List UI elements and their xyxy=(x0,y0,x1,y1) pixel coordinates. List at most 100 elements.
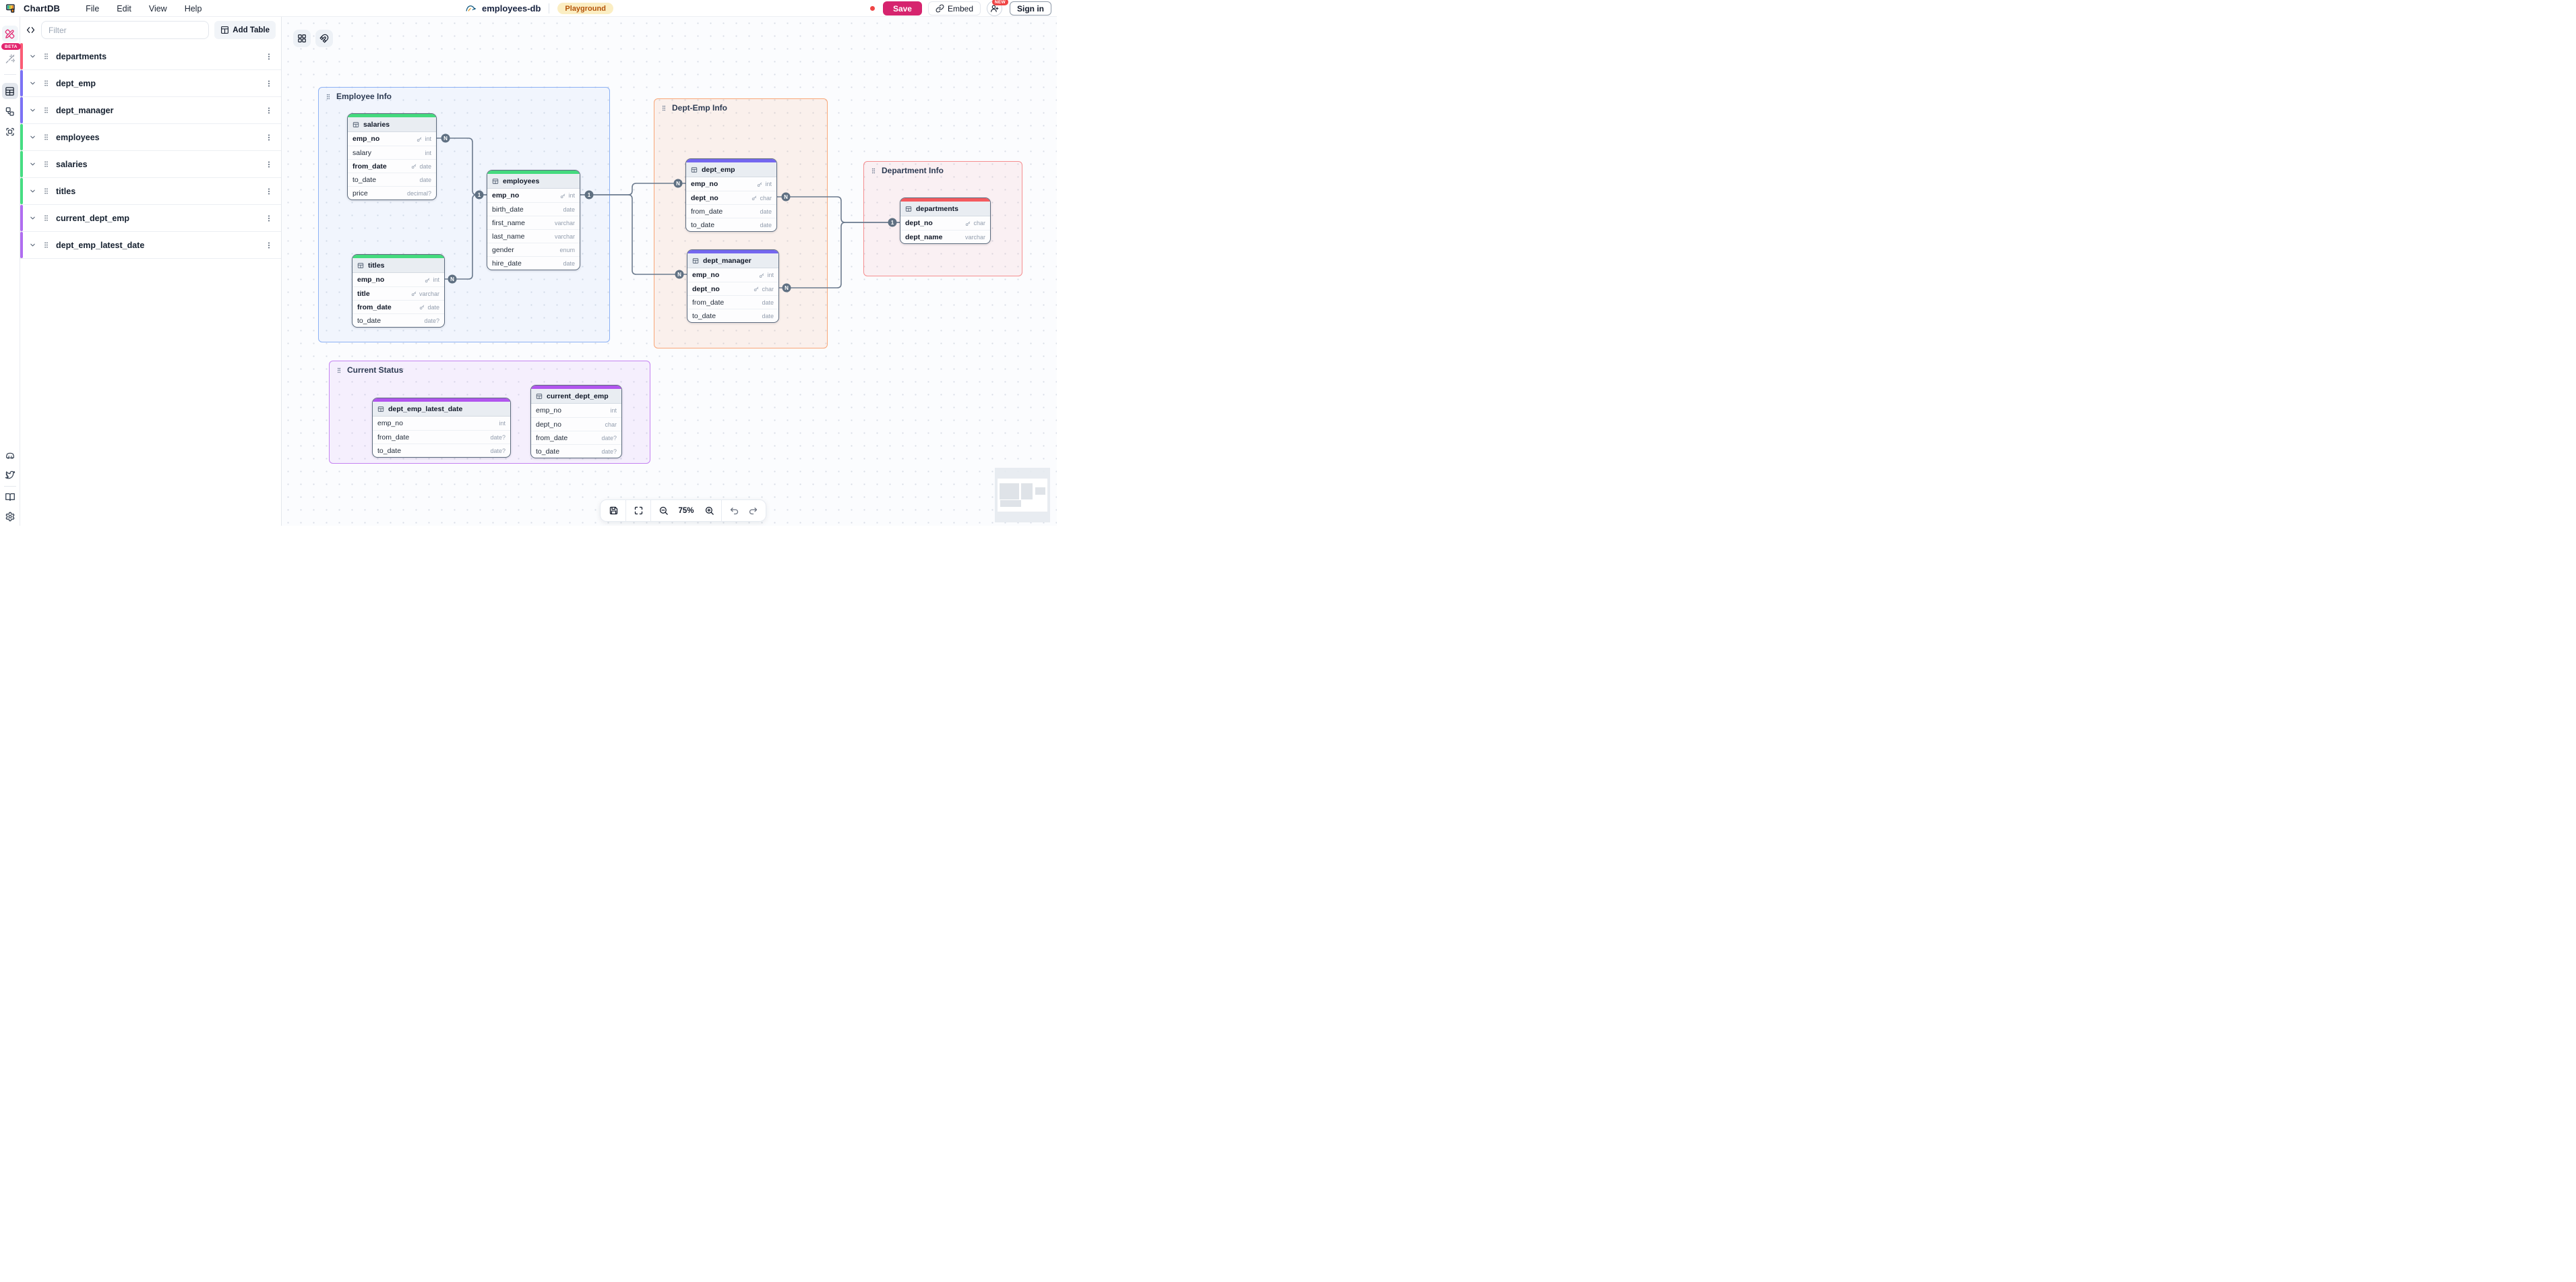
diagram-canvas[interactable]: Employee Info Dept-Emp Info Department I… xyxy=(282,17,1057,526)
zoom-out-icon[interactable] xyxy=(654,502,672,520)
table-list-item[interactable]: titles xyxy=(20,178,281,205)
table-field[interactable]: title varchar xyxy=(352,286,444,300)
drag-handle-icon[interactable] xyxy=(42,160,50,168)
chevron-down-icon[interactable] xyxy=(29,160,36,168)
layout-grid-icon[interactable] xyxy=(293,30,311,47)
table-field[interactable]: from_date date? xyxy=(373,430,510,444)
drag-handle-icon[interactable] xyxy=(42,187,50,195)
more-options-icon[interactable] xyxy=(265,214,273,222)
table-list-item[interactable]: dept_emp_latest_date xyxy=(20,232,281,259)
relationship-line[interactable] xyxy=(580,194,687,275)
drag-handle-icon[interactable] xyxy=(42,241,50,249)
code-toggle-button[interactable] xyxy=(26,25,36,35)
areas-icon[interactable] xyxy=(5,127,15,137)
more-options-icon[interactable] xyxy=(265,80,273,88)
add-table-button[interactable]: Add Table xyxy=(214,21,276,39)
chevron-down-icon[interactable] xyxy=(29,241,36,249)
twitter-icon[interactable] xyxy=(5,470,16,481)
more-options-icon[interactable] xyxy=(265,106,273,115)
fit-view-icon[interactable] xyxy=(630,502,647,520)
undo-icon[interactable] xyxy=(725,502,743,520)
drag-handle-icon[interactable] xyxy=(336,367,342,374)
relationship-line[interactable] xyxy=(437,138,487,195)
table-field[interactable]: from_date date xyxy=(686,204,776,218)
sign-in-button[interactable]: Sign in xyxy=(1010,1,1051,16)
table-field[interactable]: to_date date? xyxy=(352,313,444,327)
relationship-line[interactable] xyxy=(777,196,900,223)
drag-handle-icon[interactable] xyxy=(42,80,50,87)
docs-icon[interactable] xyxy=(5,492,15,502)
table-field[interactable]: dept_no char xyxy=(900,216,990,230)
discord-icon[interactable] xyxy=(5,451,16,462)
relationship-line[interactable] xyxy=(445,194,487,280)
table-header[interactable]: dept_emp_latest_date xyxy=(373,402,510,417)
table-header[interactable]: employees xyxy=(487,174,580,189)
drag-handle-icon[interactable] xyxy=(42,106,50,114)
table-dept_emp[interactable]: dept_emp emp_no int dept_no char from_da… xyxy=(685,158,777,232)
save-icon[interactable] xyxy=(605,502,622,520)
table-list-item[interactable]: current_dept_emp xyxy=(20,205,281,232)
zoom-level[interactable]: 75% xyxy=(678,506,694,515)
table-list-item[interactable]: dept_manager xyxy=(20,97,281,124)
table-field[interactable]: emp_no int xyxy=(348,132,436,146)
table-field[interactable]: price decimal? xyxy=(348,186,436,200)
table-field[interactable]: emp_no int xyxy=(531,404,621,417)
chevron-down-icon[interactable] xyxy=(29,80,36,87)
table-header[interactable]: dept_emp xyxy=(686,162,776,177)
table-field[interactable]: hire_date date xyxy=(487,256,580,270)
drag-handle-icon[interactable] xyxy=(42,214,50,222)
table-header[interactable]: dept_manager xyxy=(687,253,778,268)
chevron-down-icon[interactable] xyxy=(29,53,36,60)
table-field[interactable]: salary int xyxy=(348,146,436,159)
table-list-item[interactable]: dept_emp xyxy=(20,70,281,97)
save-button[interactable]: Save xyxy=(882,1,922,16)
table-field[interactable]: to_date date xyxy=(687,309,778,322)
settings-icon[interactable] xyxy=(5,512,15,522)
table-field[interactable]: dept_name varchar xyxy=(900,230,990,243)
table-field[interactable]: from_date date? xyxy=(531,431,621,444)
table-employees[interactable]: employees emp_no int birth_date date fir… xyxy=(487,170,580,270)
more-options-icon[interactable] xyxy=(265,53,273,61)
drag-handle-icon[interactable] xyxy=(42,133,50,141)
table-field[interactable]: to_date date? xyxy=(373,444,510,457)
table-field[interactable]: to_date date xyxy=(348,173,436,186)
table-field[interactable]: birth_date date xyxy=(487,202,580,216)
table-field[interactable]: emp_no int xyxy=(487,189,580,202)
drag-handle-icon[interactable] xyxy=(325,93,332,100)
relationships-icon[interactable] xyxy=(5,106,15,117)
table-field[interactable]: dept_no char xyxy=(687,282,778,295)
table-dept_emp_latest_date[interactable]: dept_emp_latest_date emp_no int from_dat… xyxy=(372,398,511,458)
table-field[interactable]: dept_no char xyxy=(686,191,776,204)
table-field[interactable]: first_name varchar xyxy=(487,216,580,229)
menu-file[interactable]: File xyxy=(86,3,100,13)
table-departments[interactable]: departments dept_no char dept_name varch… xyxy=(900,197,991,244)
table-field[interactable]: emp_no int xyxy=(687,268,778,282)
more-options-icon[interactable] xyxy=(265,133,273,142)
chevron-down-icon[interactable] xyxy=(29,106,36,114)
table-field[interactable]: emp_no int xyxy=(352,273,444,286)
database-name[interactable]: employees-db xyxy=(482,3,541,13)
filter-input[interactable] xyxy=(41,21,210,39)
table-header[interactable]: current_dept_emp xyxy=(531,389,621,404)
redo-icon[interactable] xyxy=(744,502,762,520)
zoom-in-icon[interactable] xyxy=(700,502,718,520)
tables-view-icon[interactable] xyxy=(1,83,18,99)
more-options-icon[interactable] xyxy=(265,187,273,195)
table-dept_manager[interactable]: dept_manager emp_no int dept_no char fro… xyxy=(687,249,779,323)
drag-handle-icon[interactable] xyxy=(870,167,877,175)
menu-help[interactable]: Help xyxy=(184,3,202,13)
more-options-icon[interactable] xyxy=(265,160,273,169)
embed-button[interactable]: Embed xyxy=(927,1,981,16)
chevron-down-icon[interactable] xyxy=(29,214,36,222)
chevron-down-icon[interactable] xyxy=(29,187,36,195)
table-field[interactable]: from_date date xyxy=(352,300,444,313)
minimap[interactable] xyxy=(995,468,1050,522)
table-header[interactable]: salaries xyxy=(348,117,436,132)
menu-view[interactable]: View xyxy=(148,3,167,13)
chevron-down-icon[interactable] xyxy=(29,133,36,141)
table-field[interactable]: from_date date xyxy=(687,295,778,309)
table-header[interactable]: titles xyxy=(352,258,444,273)
table-salaries[interactable]: salaries emp_no int salary int from_date… xyxy=(347,113,437,200)
table-field[interactable]: from_date date xyxy=(348,159,436,173)
relationship-line[interactable] xyxy=(779,222,900,288)
